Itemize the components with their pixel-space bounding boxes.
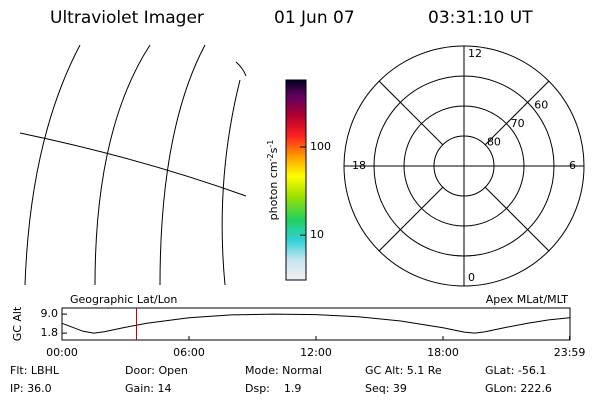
ring-label: 80 <box>487 136 501 149</box>
colorbar-label: photon cm-2s-1 <box>266 140 281 221</box>
status-field: Flt: LBHL <box>10 364 60 377</box>
ring-label: 60 <box>534 99 548 112</box>
status-field: IP: 36.0 <box>10 382 52 395</box>
time: 03:31:10 UT <box>428 8 533 28</box>
polar-grid <box>344 46 584 286</box>
status-field: Mode: Normal <box>245 364 322 377</box>
status-field: Seq: 39 <box>365 382 407 395</box>
polar-ring <box>433 135 495 197</box>
hour-label: 12 <box>468 47 482 60</box>
orbit-title-left: Geographic Lat/Lon <box>70 293 177 306</box>
x-tick-label: 18:00 <box>427 346 459 359</box>
x-tick-label: 06:00 <box>173 346 205 359</box>
colorbar <box>285 79 307 281</box>
instrument: Ultraviolet Imager <box>50 8 204 28</box>
polar-ring <box>403 105 525 227</box>
status-field: Gain: 14 <box>125 382 172 395</box>
status-field: GC Alt: 5.1 Re <box>365 364 442 377</box>
orbit-ylabel: GC Alt <box>11 306 24 341</box>
geo-grid <box>19 44 247 286</box>
date: 01 Jun 07 <box>274 8 355 28</box>
orbit-title-right: Apex MLat/MLT <box>486 293 569 306</box>
polar-outer <box>343 45 585 287</box>
colorbar-tick-label: 10 <box>310 228 324 241</box>
hour-label: 6 <box>569 159 576 172</box>
hour-label: 0 <box>468 271 475 284</box>
x-tick-label: 00:00 <box>46 346 78 359</box>
status-field: GLat: -56.1 <box>485 364 546 377</box>
polar-spoke <box>484 80 550 146</box>
orbit-frame <box>61 307 571 341</box>
status-field: Door: Open <box>125 364 188 377</box>
polar-spoke <box>378 186 444 252</box>
x-tick-label: 23:59 <box>554 346 586 359</box>
polar-spoke <box>378 80 444 146</box>
y-tick-label: 9.0 <box>41 307 59 320</box>
hour-label: 18 <box>352 159 366 172</box>
polar-ring <box>373 75 555 257</box>
altitude-line <box>61 313 570 334</box>
colorbar-tick-label: 100 <box>310 140 331 153</box>
status-field: GLon: 222.6 <box>485 382 552 395</box>
x-tick-label: 12:00 <box>300 346 332 359</box>
status-field: Dsp: 1.9 <box>245 382 301 395</box>
y-tick-label: 1.8 <box>41 326 59 339</box>
polar-spoke <box>484 186 550 252</box>
ring-label: 70 <box>511 117 525 130</box>
